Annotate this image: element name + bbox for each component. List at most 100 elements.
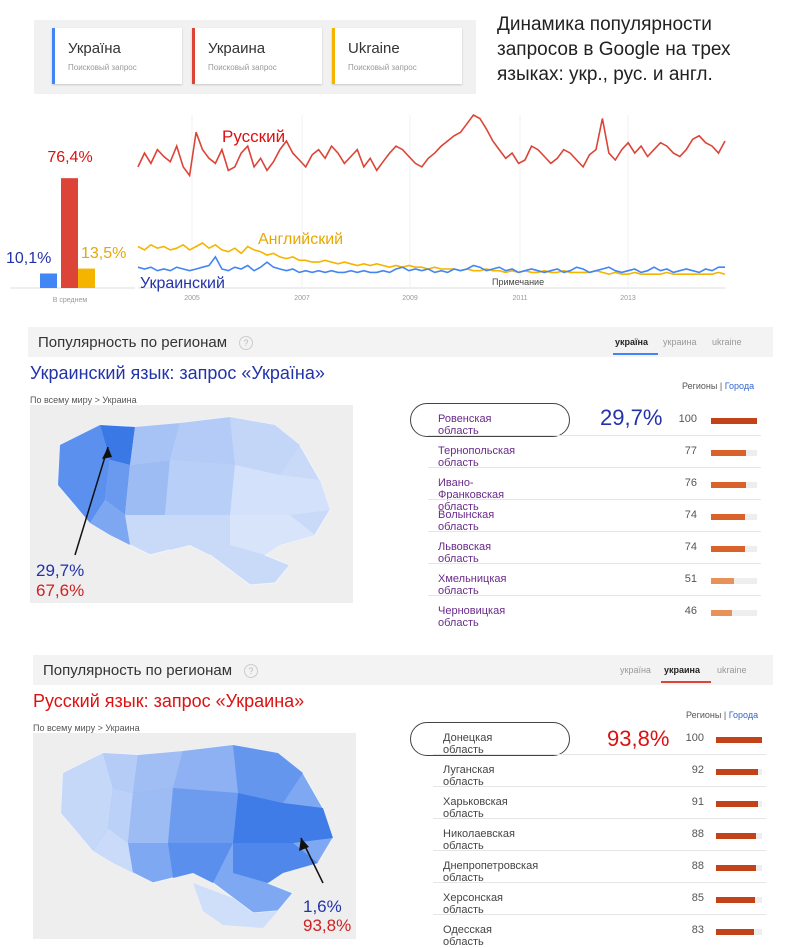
region-score-bar-fill [711,418,757,424]
row-divider [428,467,761,468]
map-region-east [230,465,330,515]
map-region-ivano-frankivsk [93,828,133,873]
map-region-zaporizhzhia [233,843,318,883]
trend-label-russian: Русский [222,127,285,146]
toggle-regions[interactable]: Регионы [682,381,718,391]
region-score-bar-fill [716,929,755,935]
tab-ukrainian[interactable]: україна [620,665,651,675]
breadcrumb: По всему миру > Украина [30,395,137,405]
breadcrumb: По всему миру > Украина [33,723,140,733]
help-icon[interactable]: ? [239,336,254,351]
trend-tick-label: 2005 [184,295,200,302]
region-score-bar-fill [716,801,758,807]
highlight-outline [410,403,570,437]
tab-russian[interactable]: украина [664,665,700,675]
region-score: 100 [685,732,704,744]
average-bar-0[interactable] [40,273,57,288]
average-bar-label-2: 13,5% [81,245,126,262]
region-name[interactable]: Херсонская область [443,892,504,916]
region-name[interactable]: Харьковская область [443,796,508,820]
region-name[interactable]: Луганская область [443,764,495,788]
region-score-bar-fill [716,737,762,743]
tab-english[interactable]: ukraine [712,337,742,347]
map-region-khmelnytskyi [128,788,173,843]
region-score-bar [716,769,762,775]
region-name[interactable]: Одесская область [443,924,492,948]
region-score-bar [711,546,757,552]
region-name[interactable]: Тернопольская область [438,445,516,469]
region-score-bar-fill [716,833,757,839]
regions-cities-toggle: Регионы | Города [682,381,754,391]
row-divider [428,499,761,500]
region-name[interactable]: Ивано-Франковская область [438,477,505,513]
help-icon[interactable]: ? [244,664,259,679]
panel-title: Популярность по регионам? [43,662,259,679]
map-region-south [165,515,230,555]
region-score: 76 [684,477,697,489]
region-score-bar [711,514,757,520]
region-score: 85 [691,892,704,904]
region-score: 100 [678,413,697,425]
term-card-ukrainian[interactable]: Україна Поисковый запрос [52,28,182,84]
map-region-south [168,843,233,883]
region-name[interactable]: Николаевская область [443,828,515,852]
toggle-cities[interactable]: Города [724,381,755,391]
trend-series-0[interactable] [137,113,726,178]
region-score-bar [716,801,762,807]
trend-series-2[interactable] [137,255,725,274]
trend-tick-label: 2009 [402,295,418,302]
row-divider [428,563,761,564]
row-divider [433,818,766,819]
trend-tick-label: 2013 [620,295,636,302]
tab-ukrainian[interactable]: україна [615,337,648,347]
map-region-crimea [193,883,278,928]
region-name[interactable]: Днепропетровская область [443,860,539,884]
toggle-regions[interactable]: Регионы [686,710,722,720]
row-divider [428,435,761,436]
map-region-zhytomyr [130,423,180,465]
region-score: 88 [691,828,704,840]
region-name[interactable]: Донецкая область [443,732,493,756]
term-color-marker [192,28,195,84]
region-name[interactable]: Черновицкая область [438,605,506,629]
average-bar-1[interactable] [61,178,78,288]
region-score-bar-fill [711,482,746,488]
term-card-subtitle: Поисковый запрос [68,63,137,72]
toggle-cities[interactable]: Города [728,710,759,720]
trend-note[interactable]: Примечание [492,277,544,287]
region-score-bar [716,929,762,935]
tab-english[interactable]: ukraine [717,665,747,675]
highlight-percentage: 93,8% [607,726,670,751]
map-region-zaporizhzhia [230,515,315,555]
toggle-separator: | [719,381,723,391]
trend-series-1[interactable] [137,242,726,276]
average-axis-label: В среднем [53,297,88,304]
region-score-bar [711,450,757,456]
term-card-english[interactable]: Ukraine Поисковый запрос [332,28,462,84]
region-score-bar-fill [711,514,746,520]
row-divider [433,850,766,851]
term-card-russian[interactable]: Украина Поисковый запрос [192,28,322,84]
region-name[interactable]: Львовская область [438,541,492,565]
region-name[interactable]: Волынская область [438,509,495,533]
tab-russian[interactable]: украина [663,337,697,347]
regions-cities-toggle: Регионы | Города [686,710,758,720]
region-map-ukraine[interactable]: 1,6% 93,8% [33,733,356,939]
map-region-sumy-poltava [233,745,303,803]
average-bar-2[interactable] [78,268,95,288]
highlight-outline [410,722,570,756]
map-region-ternopil [108,788,133,843]
trend-label-ukrainian: Украинский [140,275,225,292]
region-name[interactable]: Ровенская область [438,413,492,437]
highlight-percentage: 29,7% [600,405,663,430]
map-value-total: 93,8% [303,916,352,935]
region-name[interactable]: Хмельницкая область [438,573,507,597]
map-region-central [168,788,238,843]
row-divider [428,531,761,532]
region-score-bar-fill [711,578,735,584]
region-score-bar-fill [716,897,756,903]
map-region-rivne [103,753,138,793]
active-tab-indicator [613,353,658,355]
region-score: 92 [691,764,704,776]
region-map-ukraine[interactable]: 29,7% 67,6% [30,405,353,603]
